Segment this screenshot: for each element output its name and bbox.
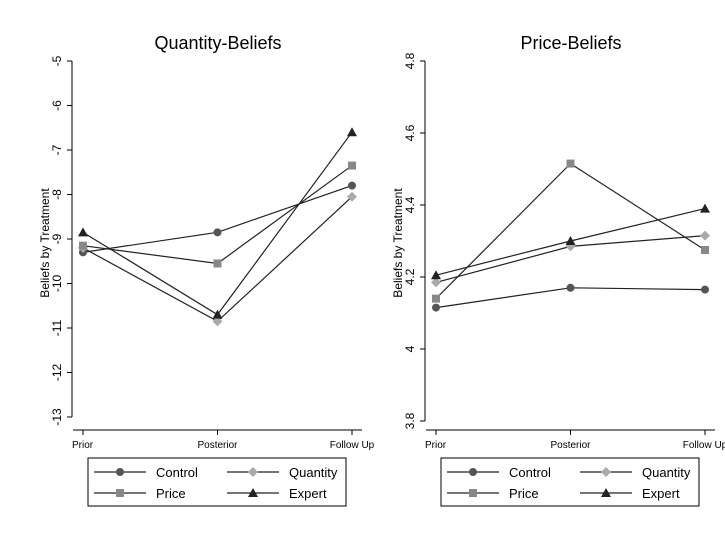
legend-label-control: Control <box>509 465 551 480</box>
data-point-control <box>432 303 440 312</box>
y-tick-label: -11 <box>50 319 64 336</box>
legend-box <box>87 457 347 507</box>
y-tick-label: 4.6 <box>403 124 417 141</box>
y-tick-label: 4.4 <box>403 196 417 213</box>
data-point-quantity <box>212 316 223 327</box>
y-axis-label: Beliefs by Treatment <box>391 188 405 298</box>
y-tick-label: -12 <box>50 364 64 382</box>
data-point-expert <box>700 203 710 213</box>
data-point-expert <box>431 270 441 280</box>
legend: Control Quantity Price Expert <box>87 457 347 507</box>
data-point-expert <box>78 227 88 237</box>
y-tick-label: -7 <box>50 144 64 155</box>
data-point-price <box>701 246 709 254</box>
data-point-quantity <box>431 277 441 288</box>
data-point-price <box>213 259 222 268</box>
data-point-quantity <box>700 230 710 241</box>
x-tick-label: Prior <box>72 440 94 451</box>
price-beliefs-panel: Price-Beliefs Beliefs by Treatment 4.84.… <box>391 33 725 507</box>
y-tick-label: -13 <box>50 408 64 426</box>
plot-area: -5 -6 -7 -8 -9 -10 -11 -12 -13 Prior Posterior Foll… <box>50 55 375 451</box>
y-tick-label: 4.2 <box>403 268 417 285</box>
x-tick-label: Follow Up <box>330 440 375 451</box>
x-tick-label: Prior <box>425 440 447 451</box>
y-tick-label: -6 <box>50 100 64 111</box>
y-tick-label: -8 <box>50 189 64 200</box>
y-tick-label: -9 <box>50 233 64 244</box>
legend-label-expert: Expert <box>289 486 327 501</box>
x-tick-label: Posterior <box>550 440 591 451</box>
x-tick-label: Posterior <box>197 440 238 451</box>
data-point-expert <box>565 236 576 245</box>
legend-label-quantity: Quantity <box>642 465 691 480</box>
legend-marker-control <box>469 468 477 476</box>
legend-label-price: Price <box>156 486 186 501</box>
y-tick-label: 3.8 <box>403 412 417 429</box>
data-point-price <box>79 241 87 250</box>
legend-marker-quantity <box>248 467 258 477</box>
data-point-control <box>348 181 356 190</box>
data-point-price <box>432 294 440 303</box>
data-point-price <box>566 159 575 168</box>
legend-marker-price <box>469 489 477 497</box>
legend-marker-expert <box>248 488 258 497</box>
data-point-expert <box>212 309 223 319</box>
data-point-control <box>566 283 575 292</box>
data-point-control <box>213 228 222 237</box>
legend-label-expert: Expert <box>642 486 680 501</box>
chart-title: Quantity-Beliefs <box>154 33 281 53</box>
legend-marker-expert <box>601 488 611 497</box>
legend-label-price: Price <box>509 486 539 501</box>
y-axis-label: Beliefs by Treatment <box>38 188 52 298</box>
y-tick-label: 4 <box>403 345 417 352</box>
y-tick-label: 4.8 <box>403 52 417 69</box>
plot-area: 4.8 4.6 4.4 4.2 4 3.8 Prior Posterior Follow Up <box>403 52 725 451</box>
legend-marker-price <box>116 489 124 497</box>
data-point-control <box>701 285 709 294</box>
data-point-price <box>348 161 356 170</box>
legend-label-quantity: Quantity <box>289 465 338 480</box>
data-point-expert <box>347 127 357 137</box>
x-tick-label: Follow Up <box>683 440 725 451</box>
legend-marker-control <box>116 468 124 476</box>
data-point-quantity <box>347 191 357 202</box>
y-tick-label: -5 <box>50 55 64 66</box>
legend-label-control: Control <box>156 465 198 480</box>
legend-box <box>440 457 700 507</box>
chart-title: Price-Beliefs <box>520 33 621 53</box>
legend: Control Quantity Price Expert <box>440 457 700 507</box>
y-tick-label: -10 <box>50 275 64 293</box>
legend-marker-quantity <box>601 467 611 477</box>
quantity-beliefs-panel: Quantity-Beliefs Beliefs by Treatment -5… <box>38 33 375 507</box>
